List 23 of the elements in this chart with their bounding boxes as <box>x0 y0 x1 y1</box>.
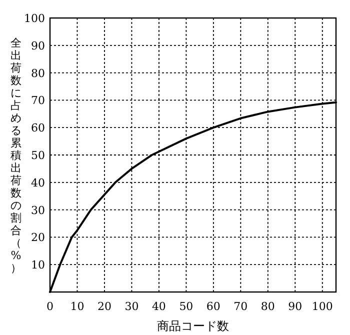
y-tick-label: 70 <box>31 94 45 108</box>
y-tick-label: 60 <box>31 122 45 135</box>
x-tick-label: 10 <box>70 300 84 313</box>
y-tick-label: 100 <box>24 12 45 25</box>
y-tick-label: 90 <box>31 39 45 52</box>
x-tick-label: 70 <box>234 300 248 313</box>
x-tick-label: 50 <box>179 300 194 313</box>
y-tick-label: 50 <box>31 149 45 162</box>
text: 全出荷数に占める累積出荷数の割合（%） <box>10 36 22 274</box>
y-tick-label: 30 <box>31 204 45 217</box>
x-tick-label: 0 <box>46 300 54 313</box>
x-tick-label: 30 <box>124 300 139 313</box>
y-tick-label: 80 <box>31 66 45 80</box>
x-tick-label: 100 <box>312 300 333 313</box>
x-tick-label: 60 <box>206 300 220 313</box>
y-tick-label: 20 <box>31 231 45 244</box>
x-tick-label: 90 <box>288 300 302 313</box>
y-tick-label: 40 <box>31 176 45 190</box>
x-tick-label: 80 <box>260 300 275 313</box>
x-axis-title: 商品コード数 <box>157 319 229 333</box>
x-tick-label: 40 <box>152 300 166 313</box>
y-tick-label: 10 <box>31 258 45 272</box>
x-tick-label: 20 <box>97 300 112 313</box>
